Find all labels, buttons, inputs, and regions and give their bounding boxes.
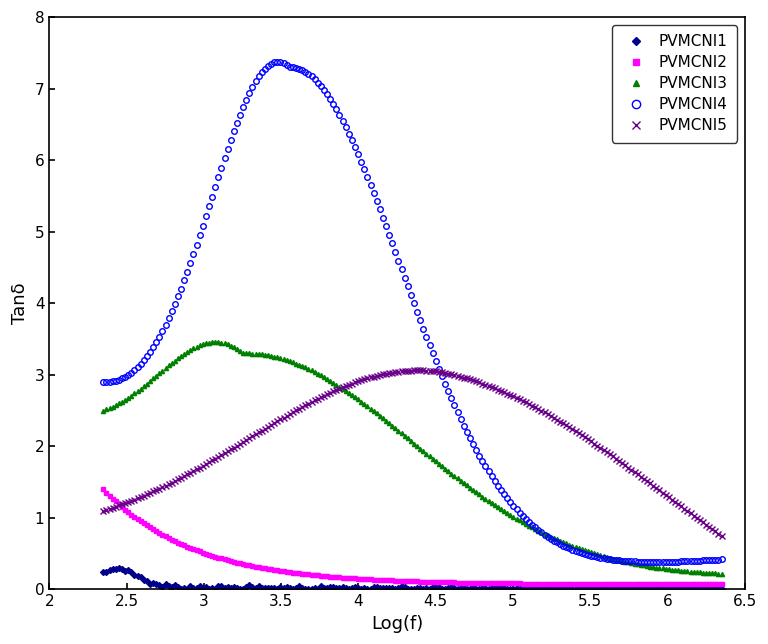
PVMCNI4 xyxy=(124,371,133,379)
X-axis label: Log(f): Log(f) xyxy=(371,615,423,633)
PVMCNI3 xyxy=(266,352,276,360)
PVMCNI2 xyxy=(686,580,695,588)
PVMCNI3 xyxy=(667,566,677,574)
PVMCNI4 xyxy=(717,556,727,564)
PVMCNI2 xyxy=(99,486,108,493)
PVMCNI4 xyxy=(214,173,223,181)
PVMCNI3 xyxy=(717,570,727,578)
PVMCNI2 xyxy=(664,580,674,588)
PVMCNI4 xyxy=(652,558,661,566)
PVMCNI2 xyxy=(136,517,145,525)
PVMCNI4 xyxy=(136,360,145,368)
PVMCNI4 xyxy=(99,378,108,386)
PVMCNI5 xyxy=(717,532,727,540)
PVMCNI5 xyxy=(136,493,145,501)
PVMCNI4 xyxy=(273,58,282,66)
Line: PVMCNI3: PVMCNI3 xyxy=(101,340,723,576)
PVMCNI5 xyxy=(689,512,698,520)
PVMCNI1 xyxy=(220,584,229,592)
PVMCNI4 xyxy=(670,558,680,565)
PVMCNI2 xyxy=(263,565,273,573)
PVMCNI1 xyxy=(114,565,124,573)
PVMCNI3 xyxy=(217,339,226,346)
PVMCNI4 xyxy=(692,557,701,565)
PVMCNI1 xyxy=(139,576,148,583)
PVMCNI1 xyxy=(183,585,192,593)
PVMCNI1 xyxy=(670,585,680,592)
Line: PVMCNI5: PVMCNI5 xyxy=(101,368,724,538)
PVMCNI2 xyxy=(717,580,727,588)
PVMCNI1 xyxy=(127,568,136,576)
PVMCNI3 xyxy=(136,384,145,392)
PVMCNI5 xyxy=(99,507,108,515)
PVMCNI1 xyxy=(99,568,108,576)
Line: PVMCNI2: PVMCNI2 xyxy=(101,488,723,587)
Line: PVMCNI4: PVMCNI4 xyxy=(101,59,724,565)
PVMCNI5 xyxy=(667,496,677,504)
PVMCNI5 xyxy=(214,453,223,460)
PVMCNI3 xyxy=(689,568,698,576)
PVMCNI2 xyxy=(214,554,223,562)
PVMCNI3 xyxy=(99,407,108,415)
PVMCNI2 xyxy=(124,508,133,516)
PVMCNI1 xyxy=(717,585,727,592)
PVMCNI5 xyxy=(124,498,133,506)
Y-axis label: Tanδ: Tanδ xyxy=(11,283,29,324)
PVMCNI1 xyxy=(692,585,701,593)
PVMCNI1 xyxy=(270,584,279,592)
PVMCNI5 xyxy=(263,423,273,431)
Line: PVMCNI1: PVMCNI1 xyxy=(101,566,723,592)
PVMCNI5 xyxy=(415,366,425,374)
Legend: PVMCNI1, PVMCNI2, PVMCNI3, PVMCNI4, PVMCNI5: PVMCNI1, PVMCNI2, PVMCNI3, PVMCNI4, PVMC… xyxy=(611,24,737,142)
PVMCNI3 xyxy=(124,394,133,402)
PVMCNI3 xyxy=(210,338,220,346)
PVMCNI4 xyxy=(263,62,273,70)
